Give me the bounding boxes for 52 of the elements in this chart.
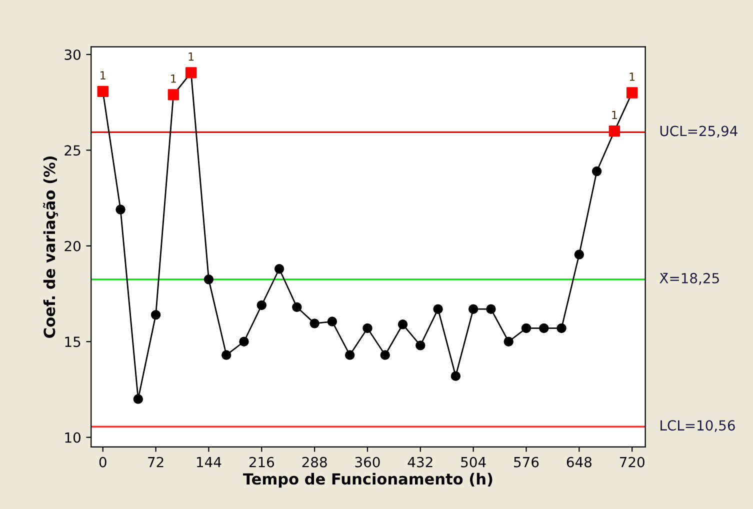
point: [574, 250, 584, 260]
ref-line-label: UCL=25,94: [660, 126, 738, 138]
x-tick-label: 360: [355, 456, 380, 468]
annotation: 1: [630, 72, 635, 81]
point: [344, 350, 355, 360]
point: [133, 394, 144, 404]
point: [468, 304, 478, 314]
point: [362, 323, 372, 334]
point: [592, 166, 602, 176]
point: [292, 302, 302, 312]
point: [486, 304, 496, 314]
point: [327, 316, 338, 326]
point: [204, 274, 214, 284]
ref-line-label: X̄=18,25: [660, 272, 719, 285]
point: [556, 323, 566, 334]
x-tick-label: 0: [99, 456, 106, 468]
point: [521, 323, 532, 334]
point: [380, 350, 390, 360]
point: [239, 336, 249, 346]
x-tick-label: 288: [302, 456, 327, 468]
annotation: 1: [188, 52, 194, 61]
x-tick-label: 648: [566, 456, 592, 468]
x-tick-label: 72: [148, 456, 164, 468]
point: [398, 320, 408, 330]
y-tick-label: 15: [65, 336, 80, 348]
point: [116, 204, 126, 214]
y-axis-title: Coef. de variação (%): [43, 156, 58, 338]
y-tick-label: 30: [64, 49, 80, 60]
annotation: 1: [100, 71, 106, 80]
annotation: 1: [171, 74, 176, 83]
x-tick-label: 504: [461, 456, 486, 468]
point: [504, 336, 514, 346]
ref-line-label: LCL=10,56: [660, 420, 735, 432]
point: [450, 371, 461, 381]
point: [221, 350, 232, 360]
point: [274, 264, 284, 274]
y-tick-label: 20: [64, 240, 80, 252]
point: [256, 300, 266, 310]
point: [150, 310, 161, 320]
point: [539, 323, 549, 334]
x-tick-label: 216: [249, 456, 274, 468]
annotation: 1: [612, 110, 617, 120]
y-tick-label: 10: [65, 432, 80, 443]
x-tick-label: 144: [196, 457, 222, 468]
x-axis-title: Tempo de Funcionamento (h): [243, 472, 492, 488]
x-tick-label: 720: [620, 456, 644, 468]
y-tick-label: 25: [64, 145, 80, 156]
point: [433, 304, 443, 314]
point: [416, 340, 426, 350]
x-tick-label: 576: [514, 456, 539, 468]
x-tick-label: 432: [408, 456, 432, 468]
point: [310, 318, 320, 328]
